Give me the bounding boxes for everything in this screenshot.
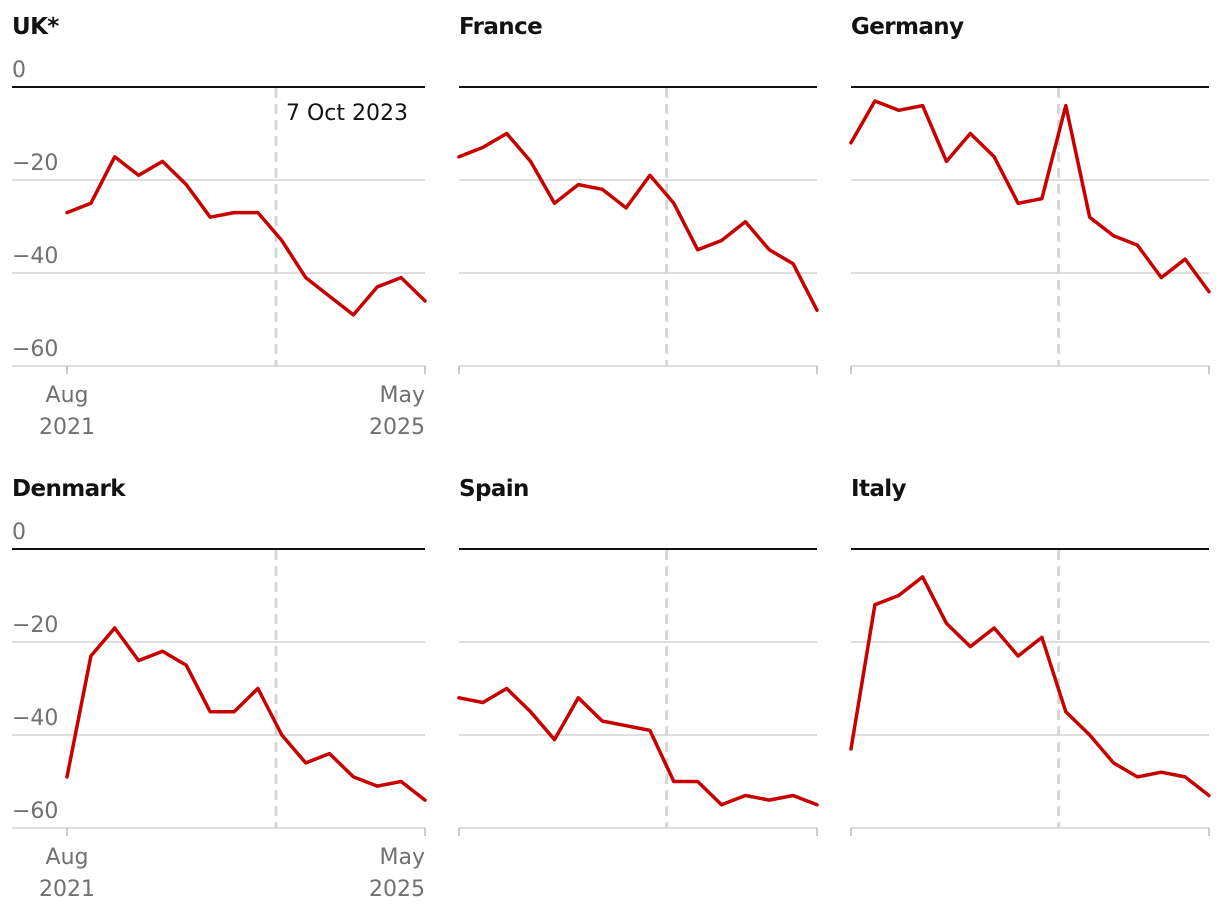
series-line	[65, 155, 427, 317]
y-tick-label: −20	[12, 613, 58, 638]
x-tick-label-line: 2021	[39, 415, 95, 440]
x-tick-label-line: May	[380, 383, 425, 408]
panel-title: UK*	[12, 14, 59, 40]
panel-france: France	[457, 14, 819, 374]
x-tick-label: Aug 2021	[39, 383, 95, 440]
x-tick-label: Aug 2021	[39, 845, 95, 902]
panel-spain: Spain	[457, 476, 819, 836]
panel-title: Denmark	[12, 476, 126, 502]
x-tick-label: May 2025	[369, 383, 425, 440]
y-tick-label: −60	[12, 337, 58, 362]
panel-uk: UK* 0 −20 −40 −60 7 Oct 2023 Aug 2021 May 2025	[12, 14, 427, 440]
series-line	[849, 99, 1211, 294]
x-tick-label-line: Aug	[46, 845, 89, 870]
panel-germany: Germany	[849, 14, 1211, 374]
series-line	[65, 626, 427, 802]
x-tick-label-line: 2021	[39, 877, 95, 902]
x-tick-label-line: Aug	[46, 383, 89, 408]
x-tick-label-line: May	[380, 845, 425, 870]
y-tick-label: 0	[12, 520, 26, 545]
series-line	[457, 686, 819, 807]
x-tick-label-line: 2025	[369, 415, 425, 440]
y-tick-label: −20	[12, 151, 58, 176]
series-line	[849, 575, 1211, 798]
x-tick-label: May 2025	[369, 845, 425, 902]
panel-title: Italy	[851, 476, 907, 502]
y-tick-label: −60	[12, 799, 58, 824]
y-tick-label: −40	[12, 706, 58, 731]
panel-title: Germany	[851, 14, 964, 40]
y-tick-label: −40	[12, 244, 58, 269]
panel-denmark: Denmark 0 −20 −40 −60 Aug 2021 May 2025	[12, 476, 427, 902]
event-annotation: 7 Oct 2023	[286, 101, 408, 126]
panel-italy: Italy	[849, 476, 1211, 836]
x-tick-label-line: 2025	[369, 877, 425, 902]
series-line	[457, 131, 819, 312]
y-tick-label: 0	[12, 58, 26, 83]
panel-title: France	[459, 14, 542, 40]
panel-title: Spain	[459, 476, 529, 502]
